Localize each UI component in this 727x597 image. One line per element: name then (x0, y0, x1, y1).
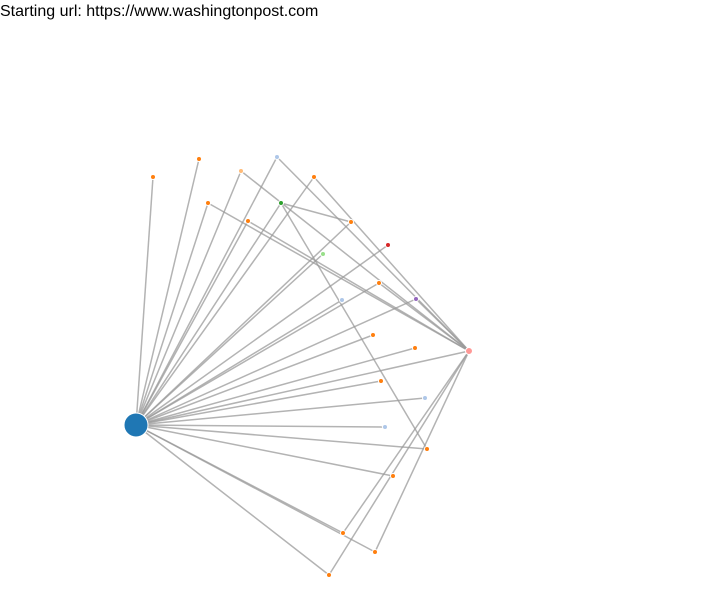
graph-link (135, 424, 376, 553)
graph-link (135, 424, 330, 576)
graph-link (135, 221, 352, 426)
graph-link (135, 158, 200, 426)
graph-node[interactable] (422, 395, 428, 401)
graph-link (342, 350, 470, 534)
graph-node[interactable] (339, 297, 345, 303)
graph-link (247, 220, 470, 352)
graph-node[interactable] (412, 345, 418, 351)
graph-link (135, 253, 324, 426)
graph-link (415, 298, 470, 352)
graph-node[interactable] (348, 219, 354, 225)
graph-link (135, 424, 428, 450)
graph-hub-node[interactable] (465, 347, 473, 355)
graph-node[interactable] (340, 530, 346, 536)
graph-node[interactable] (311, 174, 317, 180)
graph-node[interactable] (370, 332, 376, 338)
graph-node[interactable] (385, 242, 391, 248)
graph-link (280, 202, 428, 450)
graph-node[interactable] (378, 378, 384, 384)
graph-link (135, 220, 249, 426)
graph-node[interactable] (238, 168, 244, 174)
starting-url-text: Starting url: https://www.washingtonpost… (0, 3, 319, 20)
graph-link (280, 202, 352, 223)
graph-link (240, 170, 470, 352)
graph-link (378, 282, 470, 352)
graph-link (328, 350, 470, 576)
graph-link (135, 170, 242, 426)
nodes-layer (123, 154, 473, 578)
graph-link (135, 176, 154, 426)
graph-node[interactable] (278, 200, 284, 206)
graph-link (135, 334, 374, 426)
graph-link (135, 350, 470, 426)
graph-link (135, 156, 278, 426)
graph-link (207, 202, 470, 352)
graph-link (135, 244, 389, 426)
graph-node[interactable] (205, 200, 211, 206)
graph-link (135, 298, 417, 426)
graph-link (135, 347, 416, 426)
graph-node[interactable] (424, 446, 430, 452)
graph-link (135, 380, 382, 426)
graph-link (135, 424, 394, 477)
graph-node[interactable] (196, 156, 202, 162)
graph-link (135, 176, 315, 426)
graph-node[interactable] (245, 218, 251, 224)
graph-node[interactable] (382, 424, 388, 430)
graph-node[interactable] (274, 154, 280, 160)
graph-node[interactable] (150, 174, 156, 180)
graph-node[interactable] (376, 280, 382, 286)
graph-link (135, 397, 426, 426)
graph-node[interactable] (413, 296, 419, 302)
graph-node[interactable] (390, 473, 396, 479)
graph-node[interactable] (326, 572, 332, 578)
graph-link (135, 299, 343, 426)
graph-link (135, 202, 209, 426)
graph-node[interactable] (372, 549, 378, 555)
links-layer (135, 156, 470, 576)
graph-link (374, 350, 470, 553)
graph-link (135, 282, 380, 426)
graph-link (135, 424, 386, 428)
graph-link (313, 176, 470, 352)
graph-node[interactable] (320, 251, 326, 257)
graph-link (135, 202, 282, 426)
graph-root-node[interactable] (123, 412, 149, 438)
